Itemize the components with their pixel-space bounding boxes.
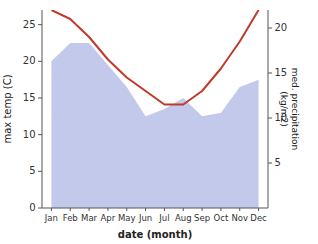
- x-tick: [202, 208, 203, 211]
- precipitation-line: [51, 10, 258, 105]
- tick: [268, 73, 272, 74]
- x-axis-line: [42, 208, 268, 209]
- x-tick: [51, 208, 52, 211]
- tick: [268, 118, 272, 119]
- x-tick-label: Aug: [175, 213, 192, 223]
- x-tick: [70, 208, 71, 211]
- tick-label: 10: [23, 129, 36, 140]
- tick-label: 20: [23, 55, 36, 66]
- x-tick: [220, 208, 221, 211]
- x-tick: [258, 208, 259, 211]
- temperature-area: [51, 43, 258, 208]
- x-tick: [126, 208, 127, 211]
- x-tick-label: Mar: [81, 213, 98, 223]
- tick: [38, 171, 42, 172]
- x-tick-label: Jun: [138, 213, 152, 223]
- x-tick: [164, 208, 165, 211]
- x-tick: [145, 208, 146, 211]
- y-axis-label: max temp (C): [2, 74, 13, 143]
- tick: [268, 163, 272, 164]
- tick-label: 5: [29, 165, 35, 176]
- tick-label: 15: [274, 67, 287, 78]
- x-tick-label: Nov: [231, 213, 248, 223]
- tick-label: 5: [274, 157, 280, 168]
- x-tick-label: May: [118, 213, 136, 223]
- x-tick-label: Feb: [63, 213, 78, 223]
- y-axis-line: [42, 10, 43, 208]
- tick: [38, 134, 42, 135]
- x-tick: [183, 208, 184, 211]
- plot-area: [51, 10, 258, 208]
- tick-label: 25: [23, 19, 36, 30]
- tick: [38, 208, 42, 209]
- x-tick-label: Jan: [44, 213, 58, 223]
- x-tick-label: Apr: [101, 213, 116, 223]
- tick: [38, 98, 42, 99]
- tick-label: 20: [274, 22, 287, 33]
- x-tick-label: Oct: [214, 213, 229, 223]
- x-tick: [89, 208, 90, 211]
- y2-axis-line: [268, 10, 269, 208]
- tick: [38, 61, 42, 62]
- x-tick-label: Jul: [158, 213, 169, 223]
- tick-label: 15: [23, 92, 36, 103]
- tick: [38, 24, 42, 25]
- tick-label: 0: [29, 202, 35, 213]
- y2-axis-label: med. precipitation(kg/m2): [279, 68, 300, 150]
- x-axis-label: date (month): [118, 229, 192, 240]
- x-tick-label: Dec: [250, 213, 267, 223]
- tick: [268, 28, 272, 29]
- chart: 05101520255101520JanFebMarAprMayJunJulAu…: [0, 0, 318, 244]
- x-tick: [107, 208, 108, 211]
- x-tick-label: Sep: [194, 213, 210, 223]
- x-tick: [239, 208, 240, 211]
